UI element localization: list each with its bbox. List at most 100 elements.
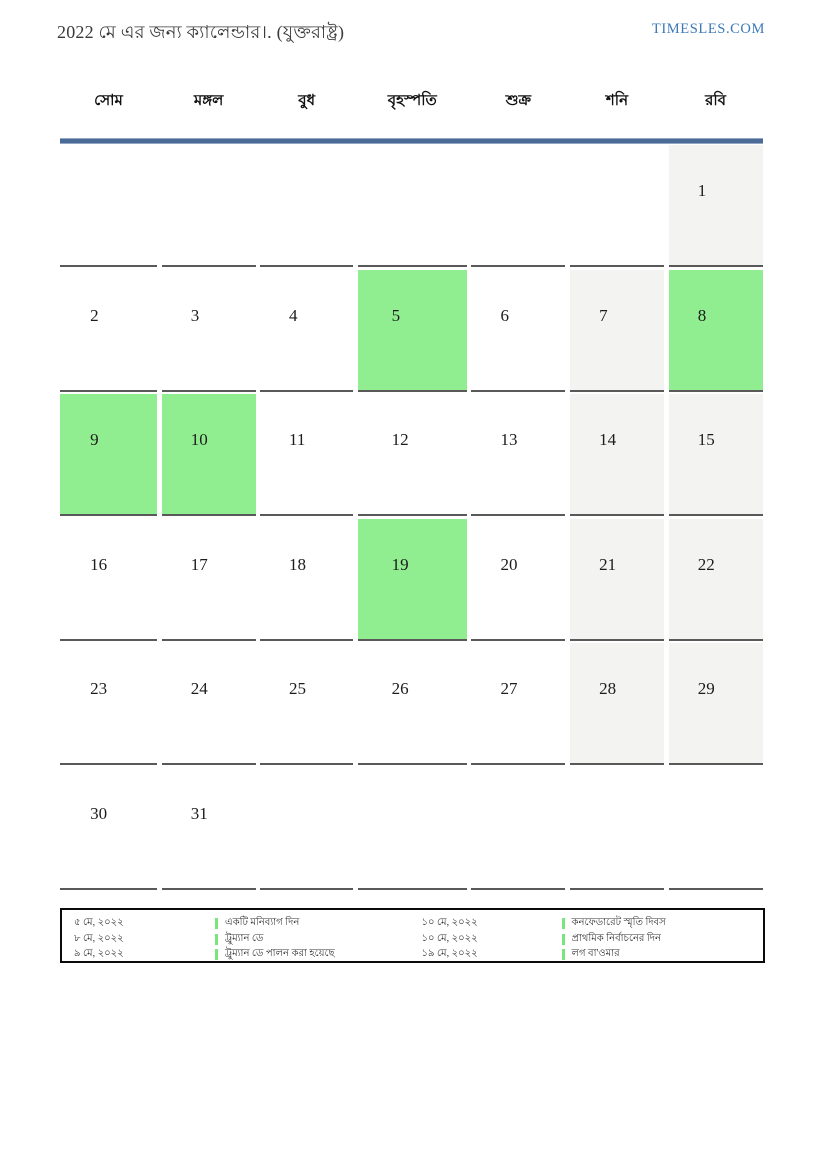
day-number: 19 [391, 554, 409, 574]
day-number: 8 [697, 305, 707, 325]
day-cell [60, 145, 157, 267]
day-cell [471, 145, 566, 267]
legend-entry: ১০ মে, ২০২২ কনফেডারেট স্মৃতি দিবস [422, 915, 764, 931]
day-cell: 20 [471, 518, 566, 641]
day-number: 31 [190, 803, 208, 823]
holiday-color-bar [561, 949, 565, 960]
weekday-sun: রবি [705, 93, 727, 109]
weekday-sat: শনি [605, 93, 629, 109]
day-cell: 21 [569, 518, 664, 641]
legend-column-left: ৫ মে, ২০২২ একটি মনিব্যাগ দিন ৮ মে, ২০২২ … [62, 910, 413, 962]
day-cell [260, 767, 354, 890]
day-cell: 26 [357, 643, 467, 765]
weekday-mon: সোম [94, 93, 123, 109]
day-cell: 3 [161, 269, 256, 392]
day-number: 21 [599, 554, 617, 574]
day-cell: 11 [260, 394, 354, 516]
weekday-header-row: সোম মঙ্গল বুধ বৃহস্পতি শুক্র শনি রবি [60, 88, 763, 114]
legend-entry: ১০ মে, ২০২২ প্রাথমিক নির্বাচনের দিন [422, 931, 764, 947]
legend-entry: ৯ মে, ২০২২ ট্রুম্যান ডে পালন করা হয়েছে [74, 946, 413, 962]
legend-date: ১০ মে, ২০২২ [421, 932, 478, 944]
header-rule [60, 139, 763, 143]
calendar-grid: 1 2 3 4 5 6 7 8 9 10 11 12 13 14 15 16 1… [60, 145, 763, 890]
day-cell: 31 [161, 767, 256, 890]
legend-date: ৮ মে, ২০২২ [74, 932, 124, 944]
day-cell: 28 [569, 643, 664, 765]
legend-label: লগ বা'ওমার [561, 946, 764, 963]
day-number: 28 [599, 679, 617, 698]
day-cell: 18 [260, 518, 354, 641]
day-cell [569, 767, 664, 890]
day-number: 25 [289, 679, 307, 698]
holiday-legend: ৫ মে, ২০২২ একটি মনিব্যাগ দিন ৮ মে, ২০২২ … [60, 908, 765, 963]
legend-label-text: ট্রুম্যান ডে [225, 932, 264, 944]
page-title: 2022 মে এর জন্য ক্যালেন্ডার।. (যুক্তরাষ্… [57, 22, 345, 42]
legend-date: ১০ মে, ২০২২ [421, 917, 478, 928]
day-number: 17 [190, 554, 208, 574]
day-cell: 4 [260, 269, 354, 392]
day-cell: 19 [357, 518, 467, 641]
brand-link[interactable]: TIMESLES.COM [651, 21, 765, 37]
day-cell: 2 [60, 269, 157, 392]
holiday-color-bar [561, 918, 565, 929]
day-cell: 10 [161, 394, 256, 516]
legend-entry: ৫ মে, ২০২২ একটি মনিব্যাগ দিন [74, 915, 413, 931]
day-number: 4 [289, 305, 298, 325]
day-number: 10 [190, 430, 208, 449]
day-number: 15 [697, 430, 715, 449]
legend-label-text: প্রাথমিক নির্বাচনের দিন [571, 932, 662, 944]
day-number: 11 [289, 430, 306, 449]
day-number: 9 [90, 430, 99, 449]
day-number: 5 [391, 305, 401, 325]
day-cell: 7 [569, 269, 664, 392]
day-cell: 9 [60, 394, 157, 516]
legend-label: প্রাথমিক নির্বাচনের দিন [561, 931, 764, 948]
day-number: 18 [289, 554, 307, 574]
legend-date: ৫ মে, ২০২২ [74, 917, 124, 928]
day-cell [471, 767, 566, 890]
day-cell [668, 767, 763, 890]
day-number: 16 [90, 554, 108, 574]
day-number: 7 [599, 305, 608, 325]
day-cell: 14 [569, 394, 664, 516]
day-cell: 16 [60, 518, 157, 641]
day-cell: 29 [668, 643, 763, 765]
legend-label-text: কনফেডারেট স্মৃতি দিবস [571, 917, 666, 928]
day-cell [260, 145, 354, 267]
day-number: 24 [190, 679, 208, 698]
day-cell: 1 [668, 145, 763, 267]
day-number: 20 [500, 554, 518, 574]
legend-label: ট্রুম্যান ডে [215, 931, 413, 948]
day-number: 29 [697, 679, 715, 698]
day-cell [357, 767, 467, 890]
day-number: 13 [500, 430, 518, 449]
day-cell: 30 [60, 767, 157, 890]
day-cell: 24 [161, 643, 256, 765]
holiday-color-bar [215, 918, 218, 929]
legend-label: একটি মনিব্যাগ দিন [215, 915, 413, 932]
day-cell: 22 [668, 518, 763, 641]
legend-label-text: একটি মনিব্যাগ দিন [225, 917, 300, 928]
day-number: 2 [90, 305, 99, 325]
holiday-color-bar [561, 933, 565, 945]
day-number: 1 [697, 181, 707, 200]
day-cell: 5 [357, 269, 467, 392]
weekday-wed: বুধ [298, 93, 316, 109]
day-cell: 6 [471, 269, 566, 392]
legend-column-right: ১০ মে, ২০২২ কনফেডারেট স্মৃতি দিবস ১০ মে,… [413, 910, 764, 962]
legend-date: ১৯ মে, ২০২২ [421, 948, 478, 959]
day-cell: 17 [161, 518, 256, 641]
weekday-thu: বৃহস্পতি [387, 93, 437, 109]
day-cell: 8 [668, 269, 763, 392]
legend-label: কনফেডারেট স্মৃতি দিবস [561, 915, 764, 932]
day-number: 22 [697, 554, 715, 574]
legend-label-text: লগ বা'ওমার [571, 948, 620, 959]
day-number: 14 [599, 430, 617, 449]
day-number: 3 [190, 305, 200, 325]
day-number: 6 [500, 305, 510, 325]
day-cell: 12 [357, 394, 467, 516]
legend-date: ৯ মে, ২০২২ [74, 948, 124, 959]
day-cell: 23 [60, 643, 157, 765]
day-cell [357, 145, 467, 267]
day-cell: 27 [471, 643, 566, 765]
